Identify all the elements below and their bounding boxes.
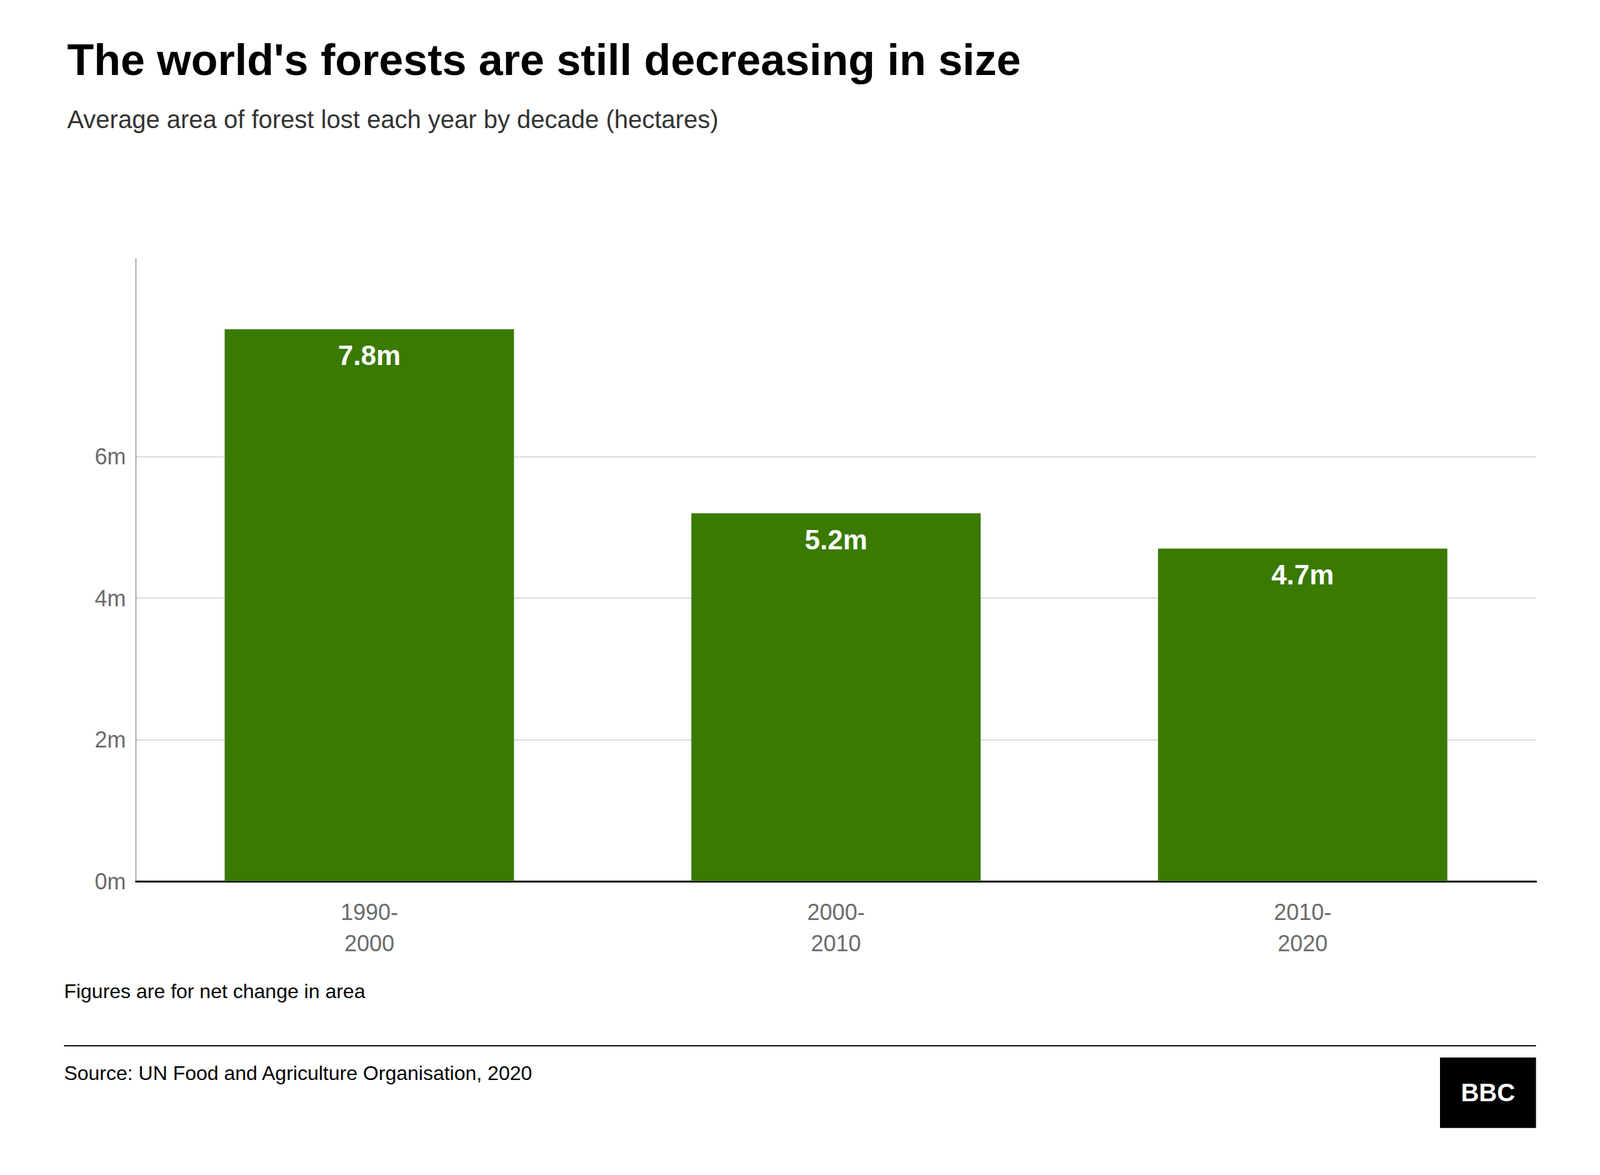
svg-text:2020: 2020 bbox=[1277, 930, 1328, 957]
svg-text:4.7m: 4.7m bbox=[1271, 559, 1334, 590]
svg-text:1990-: 1990- bbox=[340, 899, 399, 925]
svg-text:0m: 0m bbox=[95, 868, 127, 895]
svg-text:4m: 4m bbox=[95, 585, 127, 612]
svg-text:6m: 6m bbox=[95, 443, 127, 470]
svg-text:BBC: BBC bbox=[1460, 1078, 1515, 1107]
svg-text:2010-: 2010- bbox=[1273, 899, 1332, 925]
svg-text:2010: 2010 bbox=[811, 930, 862, 957]
svg-text:2m: 2m bbox=[95, 726, 127, 753]
svg-text:The world's forests are still: The world's forests are still decreasing… bbox=[66, 35, 1021, 85]
svg-text:5.2m: 5.2m bbox=[804, 524, 867, 555]
svg-text:Source: UN Food and Agricultur: Source: UN Food and Agriculture Organisa… bbox=[63, 1061, 532, 1085]
svg-text:2000-: 2000- bbox=[807, 899, 865, 925]
svg-text:2000: 2000 bbox=[344, 930, 395, 957]
svg-text:7.8m: 7.8m bbox=[338, 340, 401, 371]
svg-text:Figures are for net change in: Figures are for net change in area bbox=[63, 980, 365, 1003]
svg-text:Average area of forest lost ea: Average area of forest lost each year by… bbox=[66, 105, 719, 134]
